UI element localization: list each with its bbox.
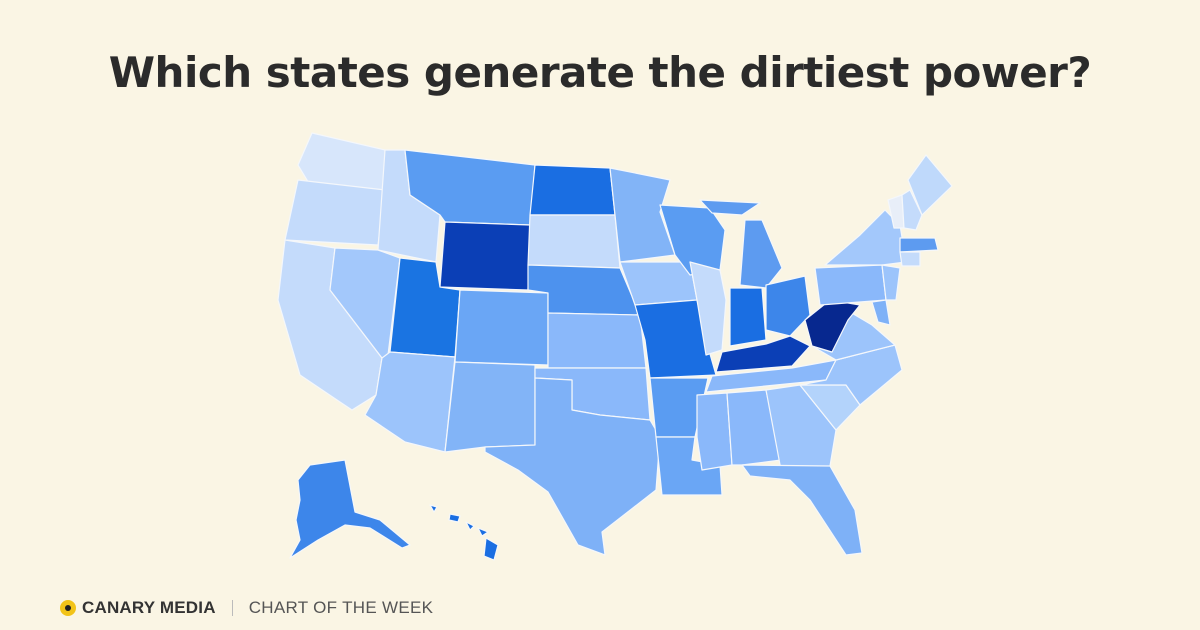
state <box>715 335 811 373</box>
state <box>477 527 489 537</box>
title: Which states generate the dirtiest power… <box>108 48 1092 97</box>
state <box>454 289 549 366</box>
state <box>284 179 386 246</box>
state <box>871 299 891 326</box>
state <box>799 344 903 406</box>
state <box>439 221 531 291</box>
state <box>699 199 761 216</box>
state <box>899 251 921 267</box>
state <box>689 261 727 356</box>
state <box>739 219 783 289</box>
state <box>529 164 616 216</box>
state <box>483 537 499 561</box>
section-label: CHART OF THE WEEK <box>248 598 434 617</box>
separator <box>231 600 233 616</box>
states <box>277 132 953 556</box>
hawaii <box>429 504 499 561</box>
state <box>484 377 661 556</box>
logo <box>60 600 76 616</box>
footer: CANARY MEDIA CHART OF THE WEEK <box>60 598 433 618</box>
state <box>696 392 733 471</box>
state <box>899 237 939 253</box>
state <box>729 287 767 347</box>
state <box>881 264 901 301</box>
state <box>741 464 863 556</box>
state <box>547 312 647 369</box>
state <box>765 384 837 471</box>
state <box>814 264 887 306</box>
state <box>527 214 621 269</box>
state <box>901 189 923 231</box>
state <box>444 361 536 453</box>
state <box>429 504 438 513</box>
state <box>907 154 953 216</box>
state <box>448 513 461 523</box>
alaska <box>289 459 411 559</box>
state <box>465 521 475 531</box>
brand: CANARY MEDIA <box>82 598 216 617</box>
state <box>765 275 811 337</box>
state <box>289 459 411 559</box>
state <box>726 389 782 466</box>
